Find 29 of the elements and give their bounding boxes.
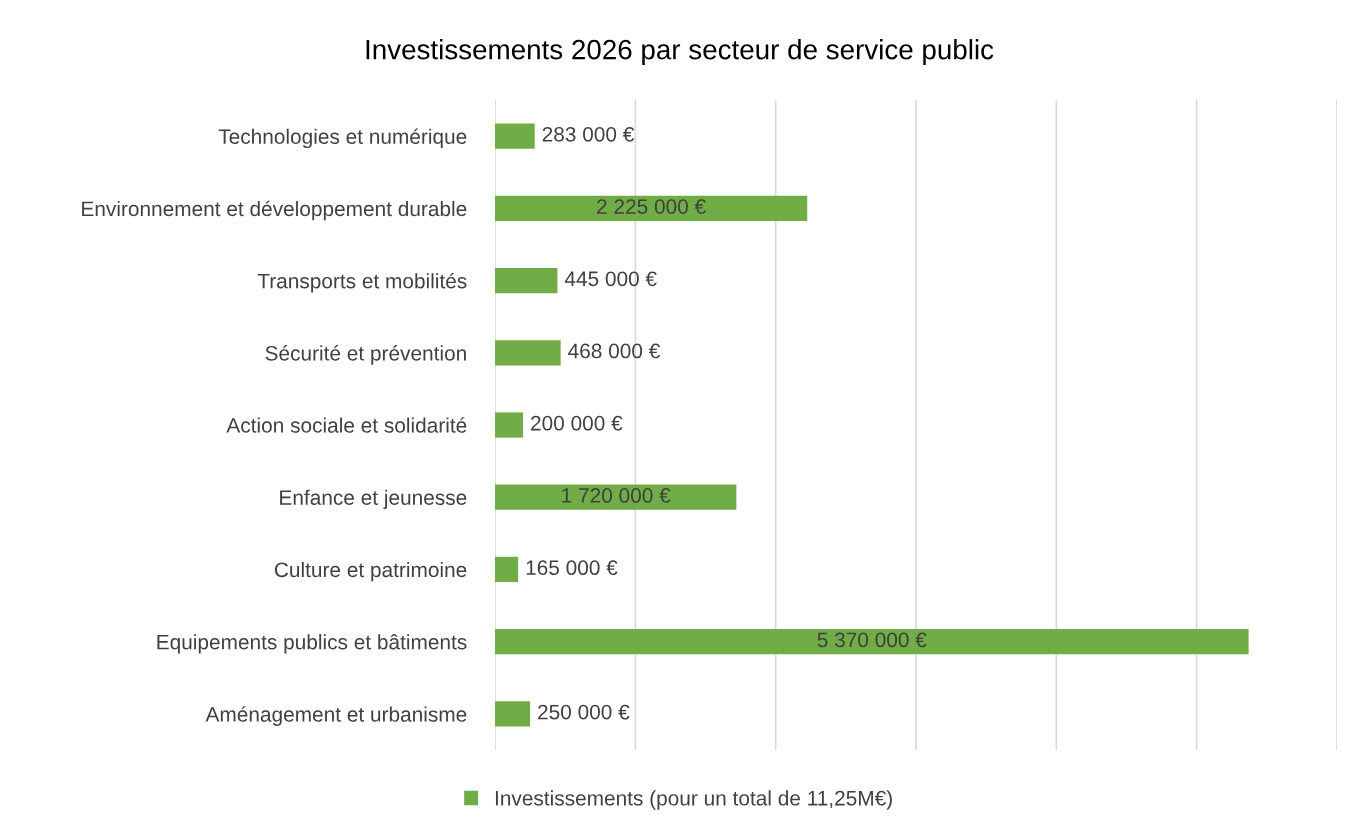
y-tick-label: Sécurité et prévention [265,345,466,365]
bar [495,484,737,510]
data-label: 1 720 000 € [562,488,671,503]
bar [495,556,519,583]
data-label: 250 000 € [538,704,630,720]
data-label: 165 000 € [526,560,618,576]
bar [495,701,531,727]
data-label: 200 000 € [531,415,623,431]
chart-title: Investissements 2026 par secteur de service public [366,39,994,65]
y-tick-label: Enfance et jeunesse [280,489,467,510]
data-label: 5 370 000 € [817,632,927,648]
data-label: 2 225 000 € [597,199,706,214]
y-tick-label: Transports et mobilités [257,272,467,293]
bar [495,267,558,294]
y-tick-label: Environnement et développement durable [82,200,467,221]
data-label: 283 000 € [542,126,635,142]
bar [495,123,535,149]
bar [495,195,808,221]
bar [495,340,561,366]
bar [495,629,1249,655]
y-tick-label: Aménagement et urbanisme [205,706,467,726]
y-tick-label: Action sociale et solidarité [226,417,467,433]
y-tick-label: Culture et patrimoine [274,561,467,582]
legend-label: Investissements (pour un total de 11,25M€) [495,790,892,810]
data-label: 468 000 € [568,343,661,359]
bar [495,412,524,438]
data-label: 445 000 € [564,271,657,287]
y-tick-label: Technologies et numérique [218,128,467,149]
y-tick-label: Equipements publics et bâtiments [157,634,467,654]
